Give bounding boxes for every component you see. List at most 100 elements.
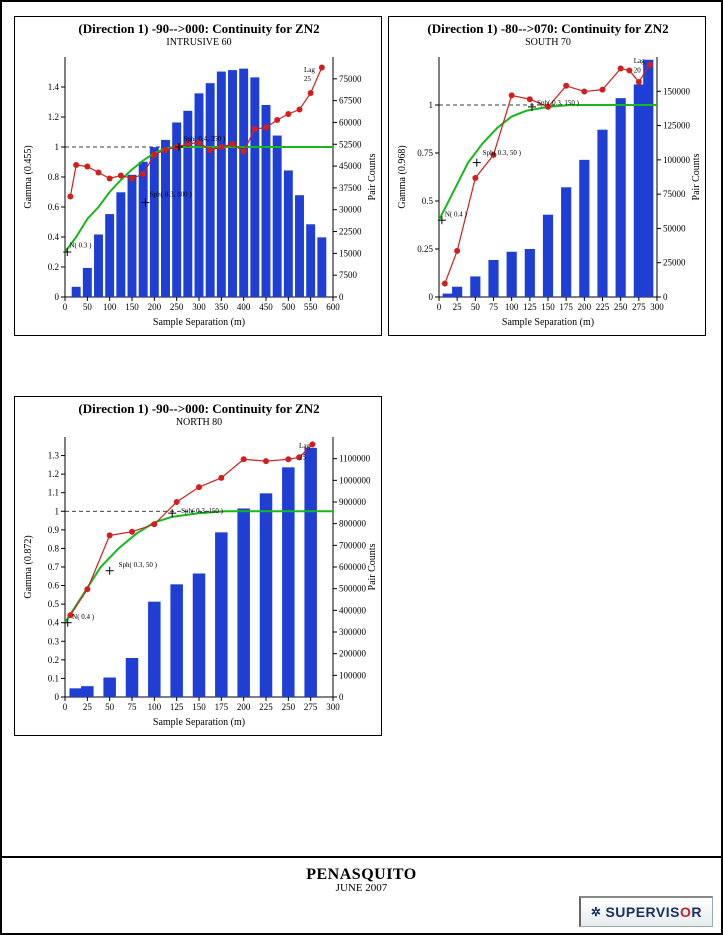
svg-text:350: 350 bbox=[215, 302, 229, 312]
svg-text:1: 1 bbox=[55, 506, 60, 516]
svg-text:Pair Counts: Pair Counts bbox=[367, 153, 378, 200]
svg-text:N( 0.3 ): N( 0.3 ) bbox=[69, 242, 92, 250]
svg-text:67500: 67500 bbox=[339, 96, 362, 106]
svg-text:1100000: 1100000 bbox=[339, 454, 371, 464]
svg-text:Gamma (0.968): Gamma (0.968) bbox=[397, 145, 408, 208]
svg-text:0.8: 0.8 bbox=[48, 172, 60, 182]
svg-text:125: 125 bbox=[523, 302, 537, 312]
svg-text:20: 20 bbox=[634, 66, 642, 74]
svg-text:0.3: 0.3 bbox=[48, 636, 60, 646]
svg-text:Sph( 0.3, 50 ): Sph( 0.3, 50 ) bbox=[119, 561, 158, 569]
svg-text:250: 250 bbox=[614, 302, 628, 312]
svg-text:300: 300 bbox=[192, 302, 206, 312]
svg-text:1: 1 bbox=[429, 100, 434, 110]
svg-text:37500: 37500 bbox=[339, 183, 362, 193]
svg-text:0.5: 0.5 bbox=[48, 599, 60, 609]
svg-text:0: 0 bbox=[55, 692, 60, 702]
svg-text:100: 100 bbox=[148, 702, 162, 712]
svg-text:150: 150 bbox=[192, 702, 206, 712]
svg-text:0: 0 bbox=[55, 292, 60, 302]
svg-text:300: 300 bbox=[326, 702, 340, 712]
svg-text:Pair Counts: Pair Counts bbox=[367, 543, 378, 590]
svg-text:Sph( 0.3, 100 ): Sph( 0.3, 100 ) bbox=[150, 191, 192, 199]
svg-text:0.9: 0.9 bbox=[48, 525, 60, 535]
svg-text:100000: 100000 bbox=[339, 670, 367, 680]
svg-text:500: 500 bbox=[282, 302, 296, 312]
chart-intrusive60: (Direction 1) -90-->000: Continuity for … bbox=[14, 16, 382, 336]
svg-text:0.4: 0.4 bbox=[48, 618, 60, 628]
svg-text:Pair Counts: Pair Counts bbox=[691, 153, 702, 200]
svg-text:75: 75 bbox=[128, 702, 138, 712]
svg-text:60000: 60000 bbox=[339, 117, 362, 127]
svg-text:25: 25 bbox=[304, 75, 312, 83]
svg-text:125000: 125000 bbox=[663, 121, 691, 131]
svg-text:50: 50 bbox=[105, 702, 115, 712]
chart-south70: (Direction 1) -80-->070: Continuity for … bbox=[388, 16, 706, 336]
svg-text:Sph( 0.4, 350 ): Sph( 0.4, 350 ) bbox=[183, 135, 225, 143]
svg-text:0: 0 bbox=[63, 702, 68, 712]
svg-text:125: 125 bbox=[170, 702, 184, 712]
chart-north80: (Direction 1) -90-->000: Continuity for … bbox=[14, 396, 382, 736]
svg-text:200000: 200000 bbox=[339, 649, 367, 659]
svg-text:0.7: 0.7 bbox=[48, 562, 60, 572]
svg-text:175: 175 bbox=[559, 302, 573, 312]
svg-text:200: 200 bbox=[237, 702, 251, 712]
svg-text:0.2: 0.2 bbox=[48, 262, 59, 272]
svg-text:250: 250 bbox=[170, 302, 184, 312]
svg-text:75000: 75000 bbox=[663, 189, 686, 199]
svg-text:N( 0.4 ): N( 0.4 ) bbox=[445, 210, 468, 218]
svg-text:1.2: 1.2 bbox=[48, 469, 59, 479]
svg-text:1.4: 1.4 bbox=[48, 82, 60, 92]
svg-text:225: 225 bbox=[596, 302, 610, 312]
svg-text:250: 250 bbox=[282, 702, 296, 712]
svg-text:300: 300 bbox=[650, 302, 664, 312]
svg-text:1.3: 1.3 bbox=[48, 451, 60, 461]
svg-text:1.2: 1.2 bbox=[48, 112, 59, 122]
svg-text:25: 25 bbox=[299, 453, 307, 461]
svg-text:150: 150 bbox=[541, 302, 555, 312]
svg-text:INTRUSIVE 60: INTRUSIVE 60 bbox=[166, 37, 231, 48]
svg-text:0.1: 0.1 bbox=[48, 673, 59, 683]
logo-text-post: R bbox=[691, 904, 702, 920]
logo-text-pre: SUPERVIS bbox=[605, 904, 680, 920]
svg-text:52500: 52500 bbox=[339, 139, 362, 149]
svg-text:Sample Separation (m): Sample Separation (m) bbox=[153, 717, 245, 728]
svg-text:1: 1 bbox=[55, 142, 60, 152]
svg-text:900000: 900000 bbox=[339, 497, 367, 507]
svg-text:400000: 400000 bbox=[339, 605, 367, 615]
svg-text:175: 175 bbox=[215, 702, 229, 712]
svg-text:275: 275 bbox=[304, 702, 318, 712]
svg-text:550: 550 bbox=[304, 302, 318, 312]
svg-text:50: 50 bbox=[471, 302, 481, 312]
svg-text:0: 0 bbox=[437, 302, 442, 312]
svg-text:0.4: 0.4 bbox=[48, 232, 60, 242]
svg-text:25: 25 bbox=[453, 302, 463, 312]
svg-text:700000: 700000 bbox=[339, 540, 367, 550]
svg-text:0: 0 bbox=[429, 292, 434, 302]
supervisor-logo: ✲ SUPERVISOR bbox=[579, 896, 713, 927]
logo-text-o: O bbox=[680, 904, 691, 920]
svg-text:300000: 300000 bbox=[339, 627, 367, 637]
charts-area: (Direction 1) -90-->000: Continuity for … bbox=[14, 16, 709, 836]
svg-text:100: 100 bbox=[505, 302, 519, 312]
svg-text:0: 0 bbox=[663, 292, 668, 302]
svg-text:100000: 100000 bbox=[663, 155, 691, 165]
svg-text:Lag: Lag bbox=[304, 66, 315, 74]
svg-text:0: 0 bbox=[339, 292, 344, 302]
svg-text:400: 400 bbox=[237, 302, 251, 312]
svg-text:150000: 150000 bbox=[663, 86, 691, 96]
svg-text:0.8: 0.8 bbox=[48, 543, 60, 553]
svg-text:Lag: Lag bbox=[299, 442, 310, 450]
svg-text:SOUTH 70: SOUTH 70 bbox=[525, 37, 571, 48]
svg-text:0.5: 0.5 bbox=[422, 196, 434, 206]
page: (Direction 1) -90-->000: Continuity for … bbox=[0, 0, 723, 935]
svg-text:25000: 25000 bbox=[663, 258, 686, 268]
svg-text:Sph( 0.3, 50 ): Sph( 0.3, 50 ) bbox=[483, 149, 522, 157]
svg-text:Sample Separation (m): Sample Separation (m) bbox=[502, 317, 594, 328]
svg-text:75: 75 bbox=[489, 302, 499, 312]
svg-text:50: 50 bbox=[83, 302, 93, 312]
svg-text:45000: 45000 bbox=[339, 161, 362, 171]
svg-text:0.75: 0.75 bbox=[417, 148, 433, 158]
svg-text:600: 600 bbox=[326, 302, 340, 312]
svg-text:200: 200 bbox=[148, 302, 162, 312]
